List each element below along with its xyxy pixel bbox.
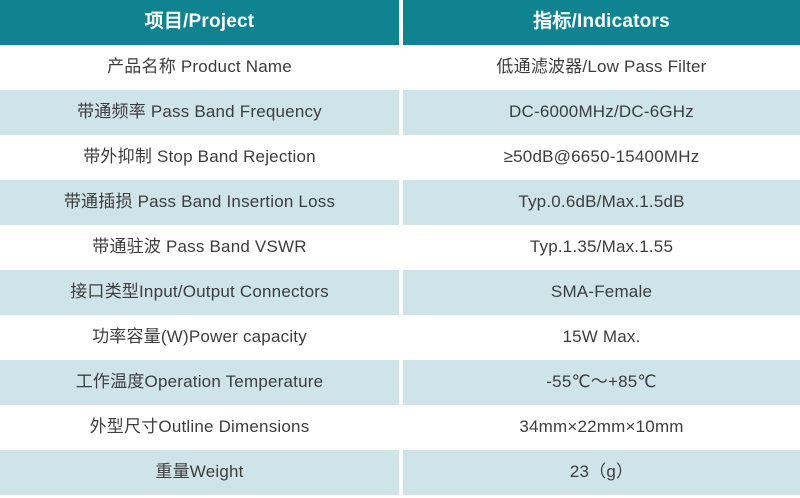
row-value-product-name: 低通滤波器/Low Pass Filter [403,45,800,90]
table-row: 接口类型Input/Output Connectors SMA-Female [0,270,800,315]
row-label-stop-band-rejection: 带外抑制 Stop Band Rejection [0,135,399,180]
row-value-pass-band-frequency: DC-6000MHz/DC-6GHz [403,90,800,135]
row-value-outline-dimensions: 34mm×22mm×10mm [403,405,800,450]
row-value-vswr: Typ.1.35/Max.1.55 [403,225,800,270]
table-row: 带通频率 Pass Band Frequency DC-6000MHz/DC-6… [0,90,800,135]
row-label-power-capacity: 功率容量(W)Power capacity [0,315,399,360]
row-value-power-capacity: 15W Max. [403,315,800,360]
row-value-connectors: SMA-Female [403,270,800,315]
row-label-outline-dimensions: 外型尺寸Outline Dimensions [0,405,399,450]
table-row: 带外抑制 Stop Band Rejection ≥50dB@6650-1540… [0,135,800,180]
row-label-insertion-loss: 带通插损 Pass Band Insertion Loss [0,180,399,225]
row-label-pass-band-frequency: 带通频率 Pass Band Frequency [0,90,399,135]
table-row: 功率容量(W)Power capacity 15W Max. [0,315,800,360]
row-value-stop-band-rejection: ≥50dB@6650-15400MHz [403,135,800,180]
table-row: 带通驻波 Pass Band VSWR Typ.1.35/Max.1.55 [0,225,800,270]
table-row: 工作温度Operation Temperature -55℃～+85℃ [0,360,800,405]
table-header-row: 项目/Project 指标/Indicators [0,0,800,45]
row-label-product-name: 产品名称 Product Name [0,45,399,90]
table-row: 重量Weight 23（g） [0,450,800,495]
row-value-weight: 23（g） [403,450,800,495]
column-header-indicators: 指标/Indicators [403,0,800,45]
row-label-weight: 重量Weight [0,450,399,495]
row-label-operation-temperature: 工作温度Operation Temperature [0,360,399,405]
row-value-insertion-loss: Typ.0.6dB/Max.1.5dB [403,180,800,225]
table-row: 产品名称 Product Name 低通滤波器/Low Pass Filter [0,45,800,90]
table-row: 带通插损 Pass Band Insertion Loss Typ.0.6dB/… [0,180,800,225]
column-header-project: 项目/Project [0,0,399,45]
row-value-operation-temperature: -55℃～+85℃ [403,360,800,405]
row-label-vswr: 带通驻波 Pass Band VSWR [0,225,399,270]
row-label-connectors: 接口类型Input/Output Connectors [0,270,399,315]
table-row: 外型尺寸Outline Dimensions 34mm×22mm×10mm [0,405,800,450]
